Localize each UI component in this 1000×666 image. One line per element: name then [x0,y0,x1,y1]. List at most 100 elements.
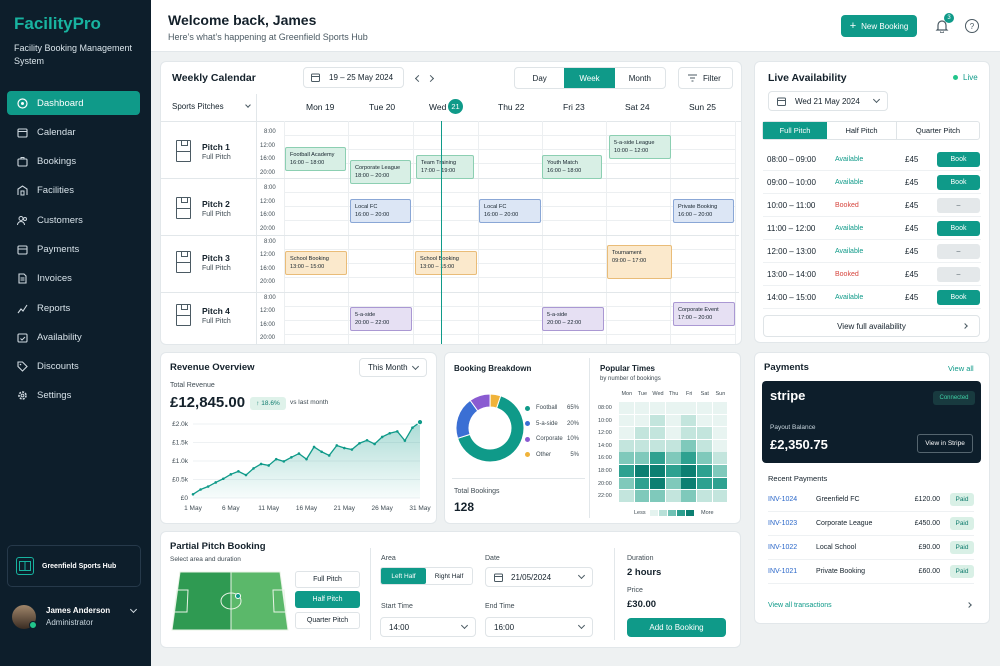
availability-date-picker[interactable]: Wed 21 May 2024 [768,91,888,111]
size-full-pitch-button[interactable]: Full Pitch [295,571,360,588]
revenue-point[interactable] [221,477,225,481]
revenue-point[interactable] [327,454,331,457]
payment-row[interactable]: INV-1024 Greenfield FC £120.00 Paid [768,488,974,512]
size-half-pitch-button[interactable]: Half Pitch [295,591,360,608]
view-full-availability-button[interactable]: View full availability [763,315,980,337]
calendar-event[interactable]: Football Academy 16:00 – 18:00 [285,147,346,171]
revenue-point[interactable] [229,473,233,476]
sidebar-item-settings[interactable]: Settings [7,384,140,408]
revenue-point[interactable] [335,444,339,447]
heatmap-cell[interactable] [681,427,697,439]
heatmap-cell[interactable] [634,477,650,490]
revenue-point[interactable] [343,446,346,450]
heatmap-cell[interactable] [619,477,634,490]
heatmap-cell[interactable] [650,427,665,439]
revenue-point[interactable] [388,431,392,435]
heatmap-cell[interactable] [681,465,697,477]
payments-view-all-link[interactable]: View all [948,364,974,373]
heatmap-cell[interactable] [650,452,665,465]
heatmap-cell[interactable] [712,427,728,439]
start-time-select[interactable]: 14:00 [380,617,476,637]
sidebar-item-payments[interactable]: Payments [7,237,140,261]
revenue-point[interactable] [191,493,195,496]
heatmap-cell[interactable] [712,452,728,465]
date-range-picker[interactable]: 19 – 25 May 2024 [303,67,404,88]
sidebar-item-dashboard[interactable]: Dashboard [7,91,140,115]
calendar-event[interactable]: School Booking 13:00 – 15:00 [285,251,347,275]
revenue-point[interactable] [373,442,376,446]
revenue-point[interactable] [214,481,217,484]
calendar-event[interactable]: Corporate Event 17:00 – 20:00 [673,302,735,326]
heatmap-cell[interactable] [712,465,728,477]
heatmap-cell[interactable] [665,439,681,452]
tab-half-pitch[interactable]: Half Pitch [827,122,897,139]
heatmap-cell[interactable] [619,465,634,477]
sidebar-item-invoices[interactable]: Invoices [7,267,140,291]
book-slot-button[interactable]: Book [937,289,980,305]
calendar-event[interactable]: Corporate League 18:00 – 20:00 [350,160,411,184]
revenue-point[interactable] [411,426,414,429]
facility-switcher[interactable]: Greenfield Sports Hub [7,545,141,587]
calendar-event[interactable]: 5-a-side League 10:00 – 12:00 [609,135,671,159]
revenue-point[interactable] [350,448,354,451]
calendar-event[interactable]: Team Training 17:00 – 19:00 [416,155,474,179]
heatmap-cell[interactable] [619,439,634,452]
heatmap-cell[interactable] [697,439,712,452]
heatmap-cell[interactable] [634,414,650,427]
revenue-point[interactable] [274,457,278,461]
heatmap-cell[interactable] [634,402,650,414]
heatmap-cell[interactable] [634,490,650,502]
pitch-diagram[interactable] [170,570,290,632]
revenue-point[interactable] [206,485,210,488]
heatmap-cell[interactable] [712,490,728,502]
calendar-event[interactable]: Private Booking 16:00 – 20:00 [673,199,734,223]
heatmap-cell[interactable] [681,477,697,490]
invoice-id-link[interactable]: INV-1022 [768,544,798,551]
revenue-point[interactable] [244,473,248,477]
invoice-id-link[interactable]: INV-1024 [768,496,798,503]
revenue-point[interactable] [199,488,202,491]
revenue-point[interactable] [252,467,255,470]
heatmap-cell[interactable] [712,402,728,414]
date-field[interactable]: 21/05/2024 [485,567,593,587]
heatmap-cell[interactable] [697,414,712,427]
heatmap-cell[interactable] [619,414,634,427]
invoice-id-link[interactable]: INV-1021 [768,568,798,575]
heatmap-cell[interactable] [681,490,697,502]
revenue-point[interactable] [297,452,301,455]
book-slot-button[interactable]: Book [937,151,980,167]
heatmap-cell[interactable] [681,402,697,414]
payment-row[interactable]: INV-1023 Corporate League £450.00 Paid [768,512,974,536]
view-day-button[interactable]: Day [532,73,547,83]
revenue-point[interactable] [365,438,369,442]
revenue-point[interactable] [416,419,424,426]
tab-quarter-pitch[interactable]: Quarter Pitch [915,126,961,135]
sidebar-item-customers[interactable]: Customers [7,208,140,232]
sidebar-item-discounts[interactable]: Discounts [7,355,140,379]
heatmap-cell[interactable] [634,427,650,439]
heatmap-cell[interactable] [650,465,665,477]
size-quarter-pitch-button[interactable]: Quarter Pitch [295,612,360,629]
bell-icon[interactable] [935,19,949,33]
heatmap-cell[interactable] [665,452,681,465]
new-booking-button[interactable]: + New Booking [841,15,917,37]
add-to-booking-button[interactable]: Add to Booking [627,618,726,637]
heatmap-cell[interactable] [697,490,712,502]
sidebar-item-availability[interactable]: Availability [7,325,140,349]
heatmap-cell[interactable] [665,477,681,490]
heatmap-cell[interactable] [650,402,665,414]
revenue-point[interactable] [320,450,323,454]
heatmap-cell[interactable] [681,414,697,427]
view-month-button[interactable]: Month [628,73,651,83]
user-menu[interactable]: James Anderson Administrator [7,595,141,638]
heatmap-cell[interactable] [712,477,728,490]
heatmap-cell[interactable] [697,477,712,490]
heatmap-cell[interactable] [681,439,697,452]
revenue-point[interactable] [358,441,361,445]
heatmap-cell[interactable] [619,402,634,414]
calendar-event[interactable]: 5-a-side 20:00 – 22:00 [542,307,604,331]
heatmap-cell[interactable] [634,452,650,465]
calendar-event[interactable]: 5-a-side 20:00 – 22:00 [350,307,412,331]
area-right-half-button[interactable]: Right Half [434,572,464,580]
revenue-point[interactable] [237,470,240,473]
